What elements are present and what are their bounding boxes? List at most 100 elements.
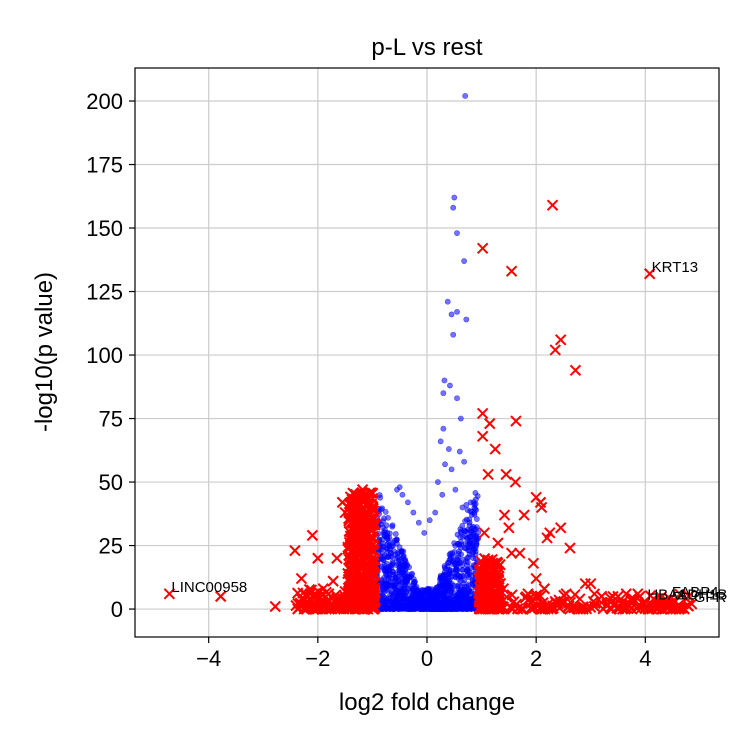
data-point-x bbox=[366, 524, 379, 536]
data-point bbox=[439, 491, 446, 498]
data-point bbox=[463, 528, 469, 535]
x-stroke bbox=[669, 595, 682, 608]
y-tick-label: 150 bbox=[86, 216, 123, 241]
data-point-x bbox=[360, 588, 372, 600]
data-point-x bbox=[486, 553, 498, 566]
data-point-x bbox=[487, 572, 500, 585]
data-point-x bbox=[339, 590, 351, 603]
data-point bbox=[403, 588, 410, 595]
x-stroke bbox=[628, 594, 641, 606]
data-point bbox=[415, 519, 422, 526]
y-axis-label: -log10(p value) bbox=[31, 272, 58, 432]
data-point-x bbox=[634, 590, 646, 603]
x-stroke bbox=[362, 565, 374, 577]
data-point-x bbox=[585, 577, 597, 590]
data-point bbox=[380, 587, 387, 594]
data-point-x bbox=[362, 565, 374, 577]
data-point bbox=[416, 589, 423, 596]
data-point bbox=[398, 596, 405, 603]
data-point-x bbox=[492, 537, 504, 549]
data-point-x bbox=[339, 585, 351, 598]
data-point bbox=[384, 535, 391, 542]
data-point-x bbox=[620, 588, 632, 600]
x-stroke bbox=[486, 568, 498, 581]
x-stroke bbox=[342, 567, 354, 580]
data-point bbox=[412, 579, 418, 585]
data-point-x bbox=[366, 487, 379, 499]
data-point bbox=[382, 509, 389, 515]
data-point bbox=[450, 204, 457, 211]
x-stroke bbox=[549, 595, 561, 608]
x-stroke bbox=[509, 476, 522, 488]
data-point bbox=[454, 308, 460, 315]
x-stroke bbox=[476, 407, 489, 420]
data-point bbox=[467, 595, 474, 601]
data-point-x bbox=[510, 415, 522, 427]
data-point bbox=[441, 377, 448, 384]
x-stroke bbox=[356, 567, 368, 580]
data-point-x bbox=[549, 344, 561, 356]
x-stroke bbox=[478, 527, 491, 539]
x-stroke bbox=[356, 520, 368, 532]
data-point-x bbox=[269, 600, 281, 613]
x-stroke bbox=[647, 593, 660, 605]
data-point-x bbox=[501, 591, 513, 603]
data-point-x bbox=[656, 603, 669, 615]
x-stroke bbox=[361, 552, 373, 564]
data-point-x bbox=[577, 603, 589, 615]
x-stroke bbox=[360, 579, 373, 591]
data-point bbox=[438, 574, 445, 581]
data-point bbox=[454, 556, 461, 563]
data-point bbox=[383, 522, 390, 529]
grid bbox=[135, 68, 719, 637]
data-point-x bbox=[669, 595, 682, 608]
data-point bbox=[394, 486, 400, 493]
data-point-x bbox=[643, 268, 656, 280]
gene-label: ADH1B bbox=[677, 586, 727, 603]
data-point-x bbox=[612, 590, 624, 603]
data-point-x bbox=[339, 506, 351, 519]
gene-label: HBA1 bbox=[647, 586, 686, 603]
data-point-x bbox=[289, 544, 301, 557]
x-stroke bbox=[632, 600, 644, 612]
x-stroke bbox=[674, 588, 686, 601]
data-point bbox=[473, 540, 480, 547]
x-stroke bbox=[643, 268, 656, 280]
data-point-x bbox=[482, 590, 495, 602]
x-stroke bbox=[351, 532, 363, 544]
x-stroke bbox=[492, 537, 504, 549]
data-point-x bbox=[347, 524, 360, 537]
x-stroke bbox=[331, 552, 343, 564]
x-stroke bbox=[530, 591, 542, 604]
data-point bbox=[417, 606, 424, 612]
data-point-x bbox=[632, 600, 644, 612]
data-point bbox=[461, 545, 468, 551]
data-point bbox=[471, 546, 477, 553]
gene-label: KRT13 bbox=[652, 259, 698, 276]
data-point-x bbox=[312, 552, 324, 564]
data-point-x bbox=[619, 603, 631, 615]
data-point-x bbox=[473, 594, 486, 606]
data-point bbox=[454, 395, 460, 402]
data-point-x bbox=[674, 588, 686, 601]
x-stroke bbox=[476, 242, 489, 255]
x-stroke bbox=[510, 598, 523, 610]
data-point bbox=[421, 529, 428, 536]
data-point bbox=[389, 523, 396, 530]
x-stroke bbox=[482, 468, 494, 481]
data-point-x bbox=[549, 595, 561, 608]
x-stroke bbox=[312, 552, 324, 564]
data-point-x bbox=[357, 510, 370, 522]
data-point-x bbox=[498, 509, 511, 521]
x-stroke bbox=[492, 557, 504, 569]
data-point bbox=[459, 504, 466, 511]
x-stroke bbox=[564, 542, 576, 554]
x-stroke bbox=[494, 577, 507, 590]
x-stroke bbox=[343, 553, 356, 566]
data-point bbox=[424, 590, 431, 597]
x-stroke bbox=[664, 593, 676, 605]
x-axis-label: log2 fold change bbox=[339, 689, 515, 716]
data-point bbox=[431, 588, 438, 595]
data-point bbox=[392, 531, 399, 537]
